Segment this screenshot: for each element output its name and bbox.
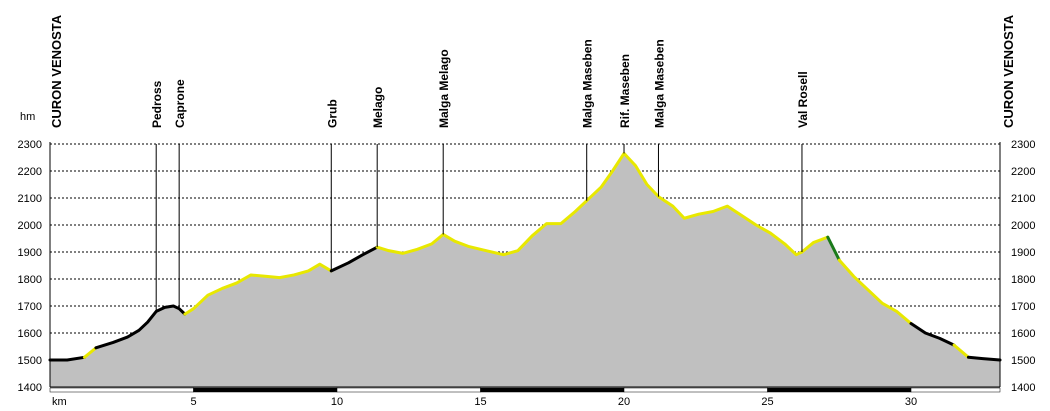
profile-segment xyxy=(375,151,830,257)
x-tick-label: 10 xyxy=(331,396,343,408)
profile-area xyxy=(50,153,1000,387)
waypoint-label: Pedross xyxy=(150,80,164,128)
y-tick-label-left: 1900 xyxy=(18,247,42,259)
waypoint-label: Malga Maseben xyxy=(581,39,595,128)
y-tick-label-right: 1800 xyxy=(1011,274,1035,286)
y-tick-label-right: 2000 xyxy=(1011,220,1035,232)
profile-segment xyxy=(82,346,98,359)
profile-segment xyxy=(952,343,970,359)
waypoint-label: Malga Maseben xyxy=(652,39,666,128)
profile-segment xyxy=(966,355,1002,362)
profile-segment xyxy=(329,245,379,273)
y-tick-label-left: 2200 xyxy=(18,166,42,178)
waypoint-label: Caprone xyxy=(173,79,187,128)
y-tick-label-left: 2300 xyxy=(18,139,42,151)
y-tick-label-left: 2100 xyxy=(18,193,42,205)
waypoint-label: Melago xyxy=(371,87,385,128)
y-tick-label-left: 2000 xyxy=(18,220,42,232)
y-tick-label-right: 1500 xyxy=(1011,355,1035,367)
elevation-fill xyxy=(50,153,1000,387)
x-tick-label: 30 xyxy=(905,396,917,408)
waypoint-label: Grub xyxy=(325,99,339,128)
y-tick-label-right: 1400 xyxy=(1011,382,1035,394)
profile-segment xyxy=(837,258,913,326)
km-scale-band xyxy=(49,387,194,393)
tick-labels: 1400 1400 1500 1500 1600 1600 1700 1700 1800 1800… xyxy=(18,139,1036,408)
x-tick-label: 5 xyxy=(190,396,196,408)
left-endpoint-label: CURON VENOSTA xyxy=(49,14,64,128)
y-tick-label-left: 1800 xyxy=(18,274,42,286)
waypoint-markers: Pedross Caprone Grub Melago Malga Melago Malg… xyxy=(150,39,810,312)
right-endpoint-label: CURON VENOSTA xyxy=(1001,14,1016,128)
y-tick-label-right: 1600 xyxy=(1011,328,1035,340)
km-scale-band xyxy=(623,387,768,393)
waypoint-label: Val Rosell xyxy=(796,71,810,128)
y-tick-label-left: 1700 xyxy=(18,301,42,313)
waypoint-label: Malga Melago xyxy=(437,49,451,128)
y-tick-label-right: 2100 xyxy=(1011,193,1035,205)
x-tick-label: 15 xyxy=(474,396,486,408)
y-unit-label: hm xyxy=(20,111,35,123)
waypoint-label: Rif. Maseben xyxy=(618,54,632,128)
x-unit-label: km xyxy=(52,396,67,408)
profile-segment xyxy=(826,235,841,262)
x-tick-label: 25 xyxy=(761,396,773,408)
km-scale-band xyxy=(480,387,625,393)
y-tick-label-left: 1500 xyxy=(18,355,42,367)
profile-segment xyxy=(183,262,333,316)
x-tick-label: 20 xyxy=(618,396,630,408)
km-scale-band xyxy=(336,387,481,393)
y-tick-label-right: 2200 xyxy=(1011,166,1035,178)
km-scale-band xyxy=(910,387,1001,393)
km-scale-band xyxy=(767,387,912,393)
y-tick-label-left: 1400 xyxy=(18,382,42,394)
y-tick-label-left: 1600 xyxy=(18,328,42,340)
profile-lines xyxy=(48,151,1002,362)
profile-segment xyxy=(909,322,956,347)
y-tick-label-right: 1900 xyxy=(1011,247,1035,259)
y-tick-label-right: 2300 xyxy=(1011,139,1035,151)
y-tick-label-right: 1700 xyxy=(1011,301,1035,313)
profile-segment xyxy=(48,355,86,362)
km-scale-band xyxy=(193,387,338,393)
profile-segment xyxy=(94,304,187,350)
axes xyxy=(49,142,1001,393)
